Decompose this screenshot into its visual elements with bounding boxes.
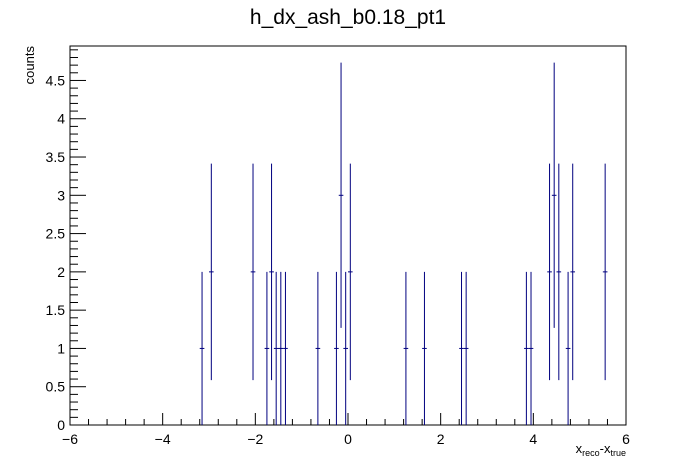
data-point xyxy=(565,271,571,425)
x-axis-label-mid: -x xyxy=(600,441,611,456)
data-point xyxy=(403,271,409,425)
x-axis-label-main: x xyxy=(576,441,583,456)
data-point xyxy=(334,271,339,425)
data-point xyxy=(273,271,279,425)
data-point xyxy=(602,163,608,381)
data-point xyxy=(556,163,562,381)
x-tick-label: −6 xyxy=(62,431,78,447)
y-tick-label: 3 xyxy=(57,187,65,203)
data-point xyxy=(463,271,469,425)
y-tick-label: 4 xyxy=(57,111,65,127)
y-tick-label: 3.5 xyxy=(46,149,66,165)
y-tick-label: 1.5 xyxy=(46,302,66,318)
data-point xyxy=(278,271,284,425)
x-axis-label-sub2: true xyxy=(610,448,626,458)
y-tick-label: 0 xyxy=(57,417,65,433)
data-point xyxy=(524,271,529,425)
data-point xyxy=(348,163,353,381)
y-tick-label: 1 xyxy=(57,340,65,356)
x-tick-label: 6 xyxy=(622,431,630,447)
x-tick-label: 0 xyxy=(344,431,352,447)
y-tick-label: 2 xyxy=(57,264,65,280)
data-point xyxy=(209,163,214,381)
y-tick-label: 2.5 xyxy=(46,226,66,242)
x-tick-label: −2 xyxy=(247,431,263,447)
x-tick-label: 4 xyxy=(529,431,537,447)
plot-border xyxy=(69,45,627,426)
x-tick-label: 2 xyxy=(437,431,445,447)
data-point xyxy=(315,271,321,425)
data-point xyxy=(269,163,274,381)
data-point xyxy=(547,163,552,381)
x-axis: −6 −4 −2 0 2 4 6 xyxy=(62,413,630,447)
data-point xyxy=(422,271,427,425)
data-point xyxy=(551,62,557,328)
data-point xyxy=(264,271,270,425)
data-point xyxy=(528,271,534,425)
x-axis-label-sub1: reco xyxy=(582,448,600,458)
data-points xyxy=(199,62,608,425)
y-tick-label: 0.5 xyxy=(46,379,66,395)
x-tick-label: −4 xyxy=(155,431,171,447)
y-axis: 0 0.5 1 1.5 2 2.5 3 3.5 4 4.5 xyxy=(46,49,86,433)
data-point xyxy=(199,271,205,425)
data-point xyxy=(343,271,348,425)
data-point xyxy=(283,271,288,425)
x-axis-label: xreco-xtrue xyxy=(576,441,626,458)
data-point xyxy=(570,163,576,381)
chart-title: h_dx_ash_b0.18_pt1 xyxy=(250,6,446,29)
data-point xyxy=(459,271,464,425)
data-point xyxy=(250,163,256,381)
y-axis-label: counts xyxy=(22,46,37,85)
y-tick-label: 4.5 xyxy=(46,72,66,88)
plot-frame xyxy=(69,45,627,426)
data-point xyxy=(338,62,344,328)
